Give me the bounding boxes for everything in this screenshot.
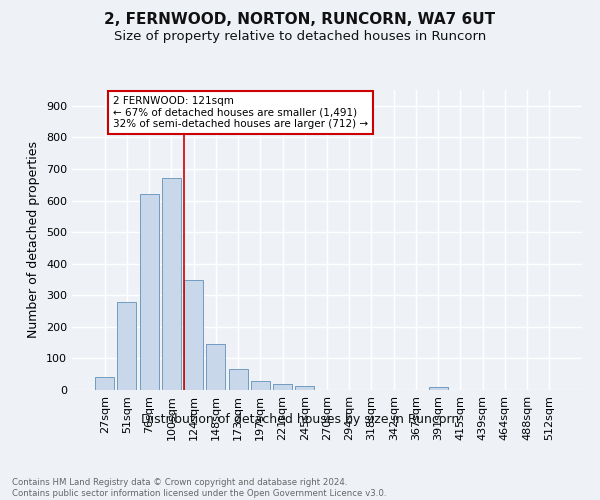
Bar [184, 280, 203, 390]
Text: 2 FERNWOOD: 121sqm
← 67% of detached houses are smaller (1,491)
32% of semi-deta: 2 FERNWOOD: 121sqm ← 67% of detached hou… [113, 96, 368, 129]
Bar [251, 381, 270, 390]
Text: Distribution of detached houses by size in Runcorn: Distribution of detached houses by size … [141, 412, 459, 426]
Bar [206, 344, 225, 390]
Y-axis label: Number of detached properties: Number of detached properties [28, 142, 40, 338]
Text: Contains HM Land Registry data © Crown copyright and database right 2024.
Contai: Contains HM Land Registry data © Crown c… [12, 478, 386, 498]
Bar [429, 387, 448, 390]
Bar [229, 370, 248, 390]
Bar [95, 376, 114, 390]
Text: 2, FERNWOOD, NORTON, RUNCORN, WA7 6UT: 2, FERNWOOD, NORTON, RUNCORN, WA7 6UT [104, 12, 496, 28]
Bar [140, 194, 158, 390]
Bar [118, 302, 136, 390]
Text: Size of property relative to detached houses in Runcorn: Size of property relative to detached ho… [114, 30, 486, 43]
Bar [273, 384, 292, 390]
Bar [162, 178, 181, 390]
Bar [295, 386, 314, 390]
